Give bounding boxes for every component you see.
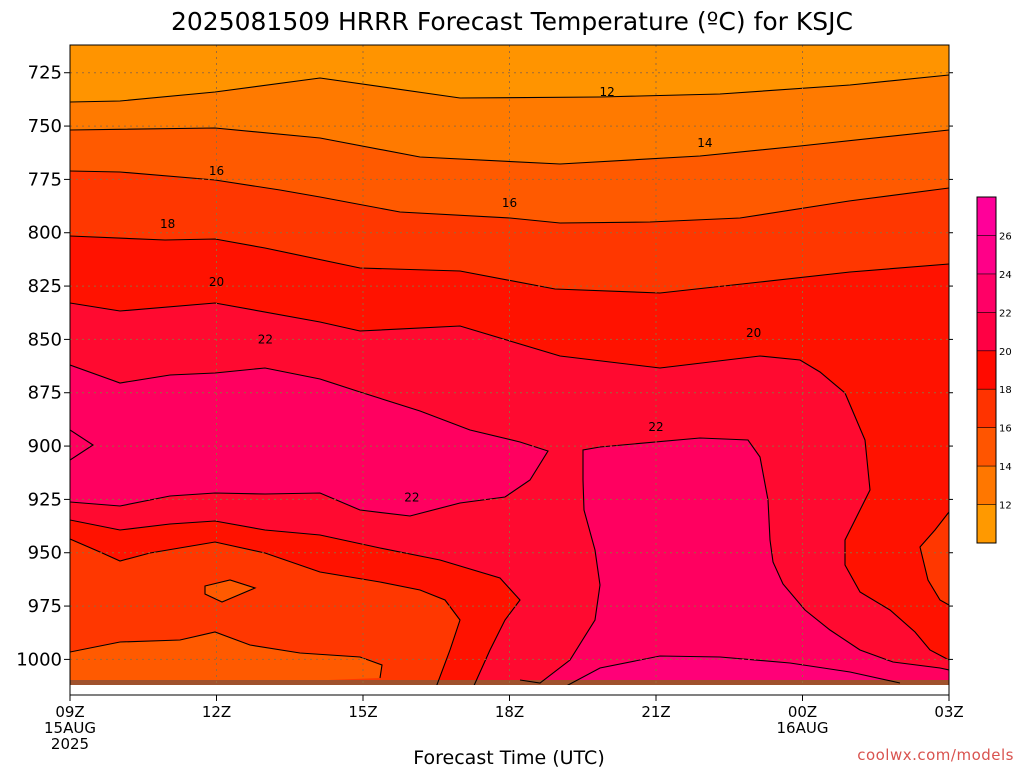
x-axis-label: Forecast Time (UTC) [413,747,604,768]
contour-lines [70,74,949,685]
x-tick-label: 09Z [55,703,84,721]
credit-link[interactable]: coolwx.com/models [857,746,1014,764]
y-tick-label: 925 [28,489,62,510]
contour-22-lower [519,437,949,684]
y-tick-label: 725 [28,63,62,84]
contour-24 [566,655,901,685]
x-tick-label: 2025 [51,735,89,753]
contour-22-left-edge [70,429,95,461]
y-tick-label: 900 [28,436,62,457]
contour-14 [70,127,949,165]
contour-label: 12 [600,85,615,99]
contour-label: 20 [209,275,224,289]
contour-label: 22 [404,490,419,504]
contour-18-low [70,538,461,685]
contour-20-low [70,519,521,685]
colorbar-segment [977,504,996,543]
contour-label: 22 [258,332,273,346]
contour-16 [70,170,949,224]
contour-16-low [70,631,383,679]
colorbar-segment [977,197,996,236]
grid-lines [70,45,949,685]
x-tick-label: 18Z [495,703,524,721]
x-tick-label: 15AUG [44,719,96,737]
contour-labels: 12 14 16 16 18 20 20 22 22 22 [160,85,761,504]
band-right-edge-18 [920,512,949,605]
colorbar-label: 16 [999,424,1012,435]
x-tick-label: 00Z [788,703,817,721]
colorbar-segment [977,466,996,505]
colorbar: 12 14 16 18 20 22 24 26 [976,196,1012,544]
contour-label: 20 [746,326,761,340]
colorbar-label: 12 [999,501,1012,512]
colorbar-segment [977,235,996,274]
x-tick-label: 12Z [202,703,231,721]
colorbar-segment [977,273,996,313]
colorbar-segment [977,427,996,467]
contour-label: 14 [697,136,712,150]
colorbar-label: 24 [999,270,1012,281]
y-tick-label: 825 [28,276,62,297]
colorbar-segment [977,389,996,428]
colorbar-frame [976,196,997,544]
chart-title: 2025081509 HRRR Forecast Temperature (ºC… [171,7,853,36]
contour-label: 18 [160,217,175,231]
contour-16-loop [204,579,257,603]
colorbar-label: 14 [999,462,1012,473]
y-tick-label: 850 [28,329,62,350]
x-tick-label: 21Z [641,703,670,721]
colorbar-label: 22 [999,308,1012,319]
colorbar-segment [977,312,996,351]
x-tick-label: 15Z [348,703,377,721]
band-low-pocket-16b [205,580,255,602]
colorbar-segment [977,350,996,390]
y-tick-label: 875 [28,383,62,404]
y-axis: 725 750 775 800 825 850 875 900 925 950 975 1000 [16,63,953,670]
y-tick-label: 950 [28,543,62,564]
y-tick-label: 975 [28,596,62,617]
y-tick-label: 1000 [16,649,62,670]
colorbar-label: 26 [999,231,1012,242]
contour-18 [70,235,949,294]
plot-area: 12 14 16 16 18 20 20 22 22 22 [70,45,949,685]
x-tick-label: 03Z [934,703,963,721]
contour-20 [70,302,949,661]
colorbar-label: 18 [999,385,1012,396]
band-low-pocket-16 [70,632,382,685]
contour-22-upper [70,364,549,517]
x-tick-label: 16AUG [777,719,829,737]
y-tick-label: 750 [28,116,62,137]
contour-label: 16 [209,164,224,178]
colorbar-label: 20 [999,347,1012,358]
y-tick-label: 775 [28,169,62,190]
y-tick-label: 800 [28,223,62,244]
band-22-upper-blob [70,365,548,516]
contour-12 [70,74,949,103]
contour-18-right [919,511,949,606]
contour-label: 16 [502,196,517,210]
contour-label: 22 [648,420,663,434]
